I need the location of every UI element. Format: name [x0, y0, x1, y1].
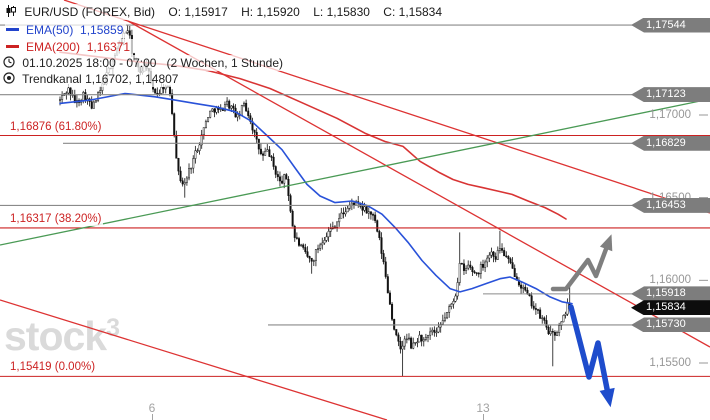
trendkanal-row[interactable]: Trendkanal 1,16702, 1,14807: [3, 71, 182, 87]
price-badge: 1,15730: [631, 317, 710, 333]
y-axis-tick-label: 1,17000: [649, 109, 691, 121]
symbol-ohlc-row: EUR/USD (FOREX, Bid) O: 1,15917 H: 1,159…: [5, 4, 446, 20]
fib-label-61-80[interactable]: 1,16876 (61.80%): [8, 120, 104, 134]
low-label: L:: [313, 5, 324, 19]
clock-icon: [3, 56, 19, 71]
trendkanal-lower-line[interactable]: [0, 299, 388, 420]
ema50-legend-row[interactable]: EMA(50) 1,15859: [5, 22, 127, 38]
price-badge: 1,15918: [631, 286, 710, 302]
timerange-detail: (2 Wochen, 1 Stunde): [166, 56, 283, 70]
candlestick-icon: [5, 5, 21, 20]
open-value: 1,15917: [184, 5, 228, 19]
x-axis-tick-mark: [483, 414, 484, 420]
bullish-alternative-arrow[interactable]: [550, 234, 613, 292]
fib-label-38-20[interactable]: 1,16317 (38.20%): [8, 212, 104, 226]
trendkanal-values: 1,16702, 1,14807: [85, 72, 179, 86]
ema200-value: 1,16371: [86, 40, 131, 54]
ascending-support-line[interactable]: [0, 98, 710, 246]
ema50-line[interactable]: [59, 92, 573, 305]
ema200-legend-row[interactable]: EMA(200) 1,16371: [5, 39, 134, 55]
price-badge: 1,17544: [631, 17, 710, 33]
stock3-watermark: stock3: [4, 313, 120, 359]
x-axis-tick-mark: [152, 414, 153, 420]
ema50-label: EMA(50): [26, 23, 74, 37]
resistance-fan-line[interactable]: [127, 20, 710, 348]
current-price-badge: 1,15834: [631, 300, 710, 316]
close-value: 1,15834: [398, 5, 443, 19]
low-value: 1,15830: [326, 5, 370, 19]
symbol-title: EUR/USD (FOREX, Bid): [24, 5, 156, 19]
trendkanal-upper-line[interactable]: [63, 0, 710, 214]
fib-label-0-00[interactable]: 1,15419 (0.00%): [8, 361, 98, 375]
price-badge: 1,16453: [631, 197, 710, 213]
ema200-label: EMA(200): [26, 40, 81, 54]
target-icon: [3, 72, 19, 87]
y-axis-tick-label: 1,16000: [649, 274, 691, 287]
timerange-row: 01.10.2025 18:00 - 07:00 (2 Wochen, 1 Stu…: [3, 55, 286, 71]
x-axis-label: 6: [148, 401, 156, 415]
open-label: O:: [168, 5, 182, 19]
ema200-color-swatch: [6, 45, 19, 49]
timerange-text: 01.10.2025 18:00 - 07:00: [22, 56, 157, 70]
price-badge: 1,16829: [631, 135, 710, 151]
trendkanal-label: Trendkanal: [22, 72, 82, 86]
high-value: 1,15920: [256, 5, 300, 19]
bearish-projection-arrow[interactable]: [568, 304, 615, 408]
ema50-value: 1,15859: [80, 23, 124, 37]
price-badge: 1,17123: [631, 87, 710, 103]
ema50-color-swatch: [6, 28, 19, 32]
high-label: H:: [241, 5, 254, 19]
close-label: C:: [383, 5, 396, 19]
y-axis-tick-label: 1,15500: [649, 356, 691, 369]
x-axis-label: 13: [476, 401, 490, 415]
